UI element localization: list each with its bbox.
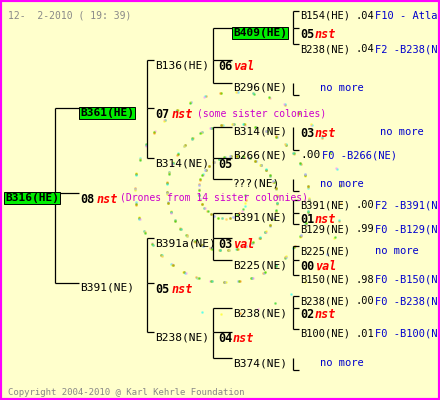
- Text: 05: 05: [155, 283, 169, 296]
- Text: F0 -B100(NE): F0 -B100(NE): [375, 329, 440, 339]
- Text: F0 -B129(NE): F0 -B129(NE): [375, 224, 440, 234]
- Text: B314(NE): B314(NE): [233, 127, 287, 137]
- Text: 07: 07: [155, 108, 169, 121]
- Text: nst: nst: [233, 332, 254, 345]
- Text: val: val: [315, 260, 336, 273]
- Text: B266(NE): B266(NE): [233, 150, 287, 160]
- Text: F2 -B238(NE): F2 -B238(NE): [375, 44, 440, 54]
- Text: nst: nst: [315, 28, 336, 41]
- Text: B391(NE): B391(NE): [300, 200, 350, 210]
- Text: .04: .04: [355, 11, 374, 21]
- Text: B296(NE): B296(NE): [233, 83, 287, 93]
- Text: B391(NE): B391(NE): [233, 213, 287, 223]
- Text: (some sister colonies): (some sister colonies): [197, 108, 326, 118]
- Text: B409(HE): B409(HE): [233, 28, 287, 38]
- Text: (Drones from 14 sister colonies): (Drones from 14 sister colonies): [120, 193, 308, 203]
- Text: nst: nst: [172, 283, 193, 296]
- Text: B391(NE): B391(NE): [80, 283, 134, 293]
- Text: .98: .98: [355, 275, 374, 285]
- Text: .00: .00: [300, 150, 320, 160]
- Text: B154(HE): B154(HE): [300, 11, 350, 21]
- Text: B129(NE): B129(NE): [300, 224, 350, 234]
- Text: .01: .01: [355, 329, 374, 339]
- Text: 03: 03: [300, 127, 314, 140]
- Text: F2 -B391(NE): F2 -B391(NE): [375, 200, 440, 210]
- Text: 03: 03: [218, 238, 232, 251]
- Text: F0 -B150(NE): F0 -B150(NE): [375, 275, 440, 285]
- Text: val: val: [233, 60, 254, 73]
- Text: Copyright 2004-2010 @ Karl Kehrle Foundation: Copyright 2004-2010 @ Karl Kehrle Founda…: [8, 388, 245, 397]
- Text: F0 -B238(NE): F0 -B238(NE): [375, 296, 440, 306]
- Text: B150(NE): B150(NE): [300, 275, 350, 285]
- Text: .00: .00: [355, 296, 374, 306]
- Text: B136(HE): B136(HE): [155, 60, 209, 70]
- Text: .99: .99: [355, 224, 374, 234]
- Text: nst: nst: [315, 213, 336, 226]
- Text: no more: no more: [375, 246, 419, 256]
- Text: 04: 04: [218, 332, 232, 345]
- Text: B374(NE): B374(NE): [233, 358, 287, 368]
- Text: B238(NE): B238(NE): [300, 44, 350, 54]
- Text: val: val: [233, 238, 254, 251]
- Text: B238(NE): B238(NE): [233, 308, 287, 318]
- Text: ???(NE): ???(NE): [233, 179, 280, 189]
- Text: 02: 02: [300, 308, 314, 321]
- Text: B316(HE): B316(HE): [5, 193, 59, 203]
- Text: B238(NE): B238(NE): [155, 332, 209, 342]
- Text: F0 -B266(NE): F0 -B266(NE): [322, 150, 397, 160]
- Text: 12-  2-2010 ( 19: 39): 12- 2-2010 ( 19: 39): [8, 10, 132, 20]
- Text: nst: nst: [315, 127, 336, 140]
- Text: nst: nst: [315, 308, 336, 321]
- Text: B225(NE): B225(NE): [233, 260, 287, 270]
- Text: .04: .04: [355, 44, 374, 54]
- Text: B391a(NE): B391a(NE): [155, 238, 216, 248]
- Text: .00: .00: [355, 200, 374, 210]
- Text: no more: no more: [320, 83, 364, 93]
- Text: B238(NE): B238(NE): [300, 296, 350, 306]
- Text: B100(NE): B100(NE): [300, 329, 350, 339]
- Text: 01: 01: [300, 213, 314, 226]
- Text: no more: no more: [320, 358, 364, 368]
- Text: 05: 05: [300, 28, 314, 41]
- Text: 08: 08: [80, 193, 94, 206]
- Text: 00: 00: [300, 260, 314, 273]
- Text: F10 - Atlas85R: F10 - Atlas85R: [375, 11, 440, 21]
- Text: no more: no more: [320, 179, 364, 189]
- Text: no more: no more: [380, 127, 424, 137]
- Text: B361(HE): B361(HE): [80, 108, 134, 118]
- Text: 05: 05: [218, 158, 232, 171]
- Text: B314(NE): B314(NE): [155, 158, 209, 168]
- Text: B225(NE): B225(NE): [300, 246, 350, 256]
- Text: 06: 06: [218, 60, 232, 73]
- Text: nst: nst: [172, 108, 193, 121]
- Text: nst: nst: [97, 193, 118, 206]
